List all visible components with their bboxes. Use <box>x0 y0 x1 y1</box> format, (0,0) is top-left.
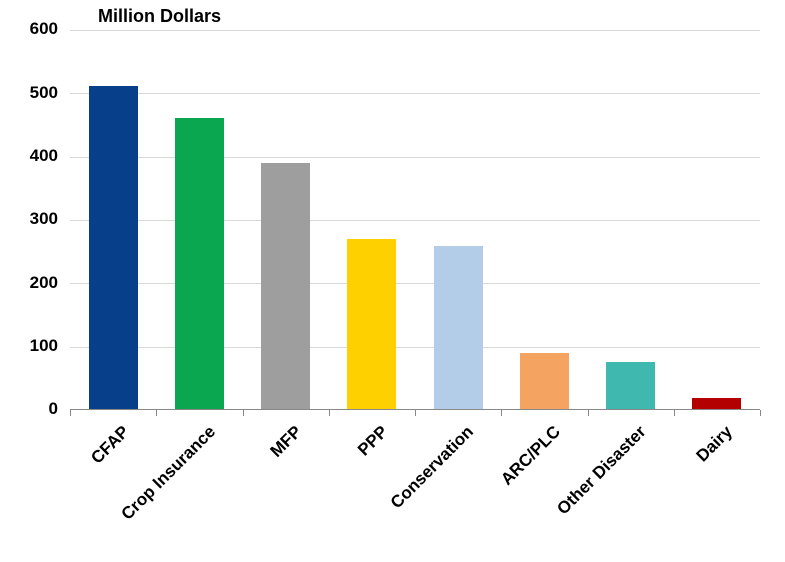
y-tick-label: 300 <box>0 209 58 229</box>
x-tick-mark <box>760 410 761 416</box>
x-tick-label: PPP <box>354 422 392 460</box>
y-tick-label: 500 <box>0 83 58 103</box>
bar-slot <box>156 30 242 409</box>
bar-slot <box>415 30 501 409</box>
x-tick-label: ARC/PLC <box>497 422 565 490</box>
x-tick-mark <box>243 410 244 416</box>
x-tick-label: CFAP <box>87 422 133 468</box>
bar-slot <box>243 30 329 409</box>
bar-chart: Million Dollars 0 100 200 300 400 500 600 CFAP… <box>0 0 785 531</box>
x-tick-label: MFP <box>266 422 306 462</box>
bar <box>434 246 483 409</box>
bar <box>175 118 224 409</box>
y-tick-label: 200 <box>0 273 58 293</box>
bar-slot <box>588 30 674 409</box>
y-tick-label: 100 <box>0 336 58 356</box>
plot-area <box>70 30 760 410</box>
x-tick-mark <box>501 410 502 416</box>
x-tick-mark <box>156 410 157 416</box>
y-axis-title: Million Dollars <box>98 6 221 27</box>
x-tick-mark <box>415 410 416 416</box>
bar <box>261 163 310 409</box>
y-tick-label: 600 <box>0 19 58 39</box>
bars-container <box>70 30 760 409</box>
x-tick-label: Conservation <box>387 422 478 513</box>
bar <box>89 86 138 409</box>
x-tick-label: Other Disaster <box>554 422 651 519</box>
bar-slot <box>674 30 760 409</box>
bar-slot <box>329 30 415 409</box>
x-tick-mark <box>674 410 675 416</box>
x-tick-label: Dairy <box>693 422 737 466</box>
bar <box>520 353 569 409</box>
bar <box>692 398 741 409</box>
x-tick-mark <box>588 410 589 416</box>
bar <box>606 362 655 410</box>
bar-slot <box>70 30 156 409</box>
bar <box>347 239 396 409</box>
x-axis-labels: CFAPCrop Insurance MFP PPPConservation ARC/… <box>70 422 760 562</box>
y-tick-label: 0 <box>0 399 58 419</box>
x-tick-mark <box>70 410 71 416</box>
x-tick-mark <box>329 410 330 416</box>
y-tick-label: 400 <box>0 146 58 166</box>
x-tick-label: Crop Insurance <box>117 422 219 524</box>
bar-slot <box>501 30 587 409</box>
